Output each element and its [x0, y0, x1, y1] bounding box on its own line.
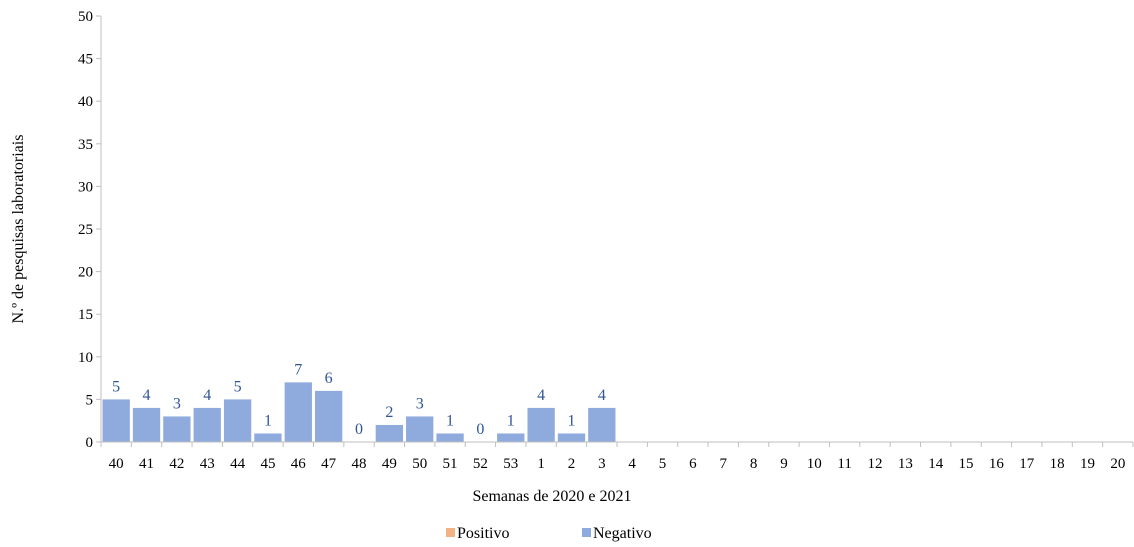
y-axis-title: N.º de pesquisas laboratoriais — [10, 135, 27, 324]
bar-negativo — [588, 407, 616, 442]
x-tick-label: 6 — [689, 456, 697, 472]
legend-label-negativo: Negativo — [593, 525, 652, 542]
y-tick-label: 10 — [78, 350, 93, 366]
bar-negativo — [557, 433, 586, 442]
y-tick-label: 45 — [78, 52, 93, 68]
x-tick-label: 5 — [659, 456, 667, 472]
x-tick-label: 48 — [352, 456, 367, 472]
y-tick-label: 30 — [78, 179, 93, 195]
x-tick-label: 3 — [598, 456, 606, 472]
data-label: 4 — [143, 387, 151, 404]
bar-negativo — [284, 382, 312, 442]
data-label: 1 — [264, 412, 272, 429]
x-tick-label: 19 — [1080, 456, 1095, 472]
y-tick-label: 20 — [78, 265, 93, 281]
x-tick-label: 13 — [898, 456, 913, 472]
bars — [102, 382, 616, 442]
x-tick-label: 4 — [628, 456, 636, 472]
y-axis-ticks: 0 5 10 15 20 25 30 35 40 45 50 — [78, 9, 101, 451]
legend-swatch-positivo — [446, 528, 455, 537]
legend-label-positivo: Positivo — [457, 525, 509, 542]
x-tick-label: 52 — [473, 456, 488, 472]
x-tick-label: 17 — [1019, 456, 1035, 472]
x-tick-label: 2 — [568, 456, 576, 472]
x-tick-label: 41 — [139, 456, 154, 472]
x-tick-label: 47 — [321, 456, 337, 472]
x-tick-label: 11 — [837, 456, 851, 472]
x-tick-label: 20 — [1110, 456, 1125, 472]
x-axis-title: Semanas de 2020 e 2021 — [472, 488, 631, 505]
bar-negativo — [254, 433, 282, 442]
x-tick-label: 49 — [382, 456, 397, 472]
x-tick-label: 46 — [291, 456, 307, 472]
x-tick-label: 7 — [719, 456, 727, 472]
data-labels: 5 4 3 4 5 1 7 6 0 2 3 1 0 1 4 1 4 — [112, 361, 606, 438]
legend: Positivo Negativo — [446, 525, 652, 542]
x-axis-ticks: 40 41 42 43 44 45 46 47 48 49 50 51 52 53 1 2 3 4 5 6 7 8 9 10 1… — [100, 442, 1134, 472]
x-tick-label: 45 — [260, 456, 275, 472]
x-tick-label: 9 — [780, 456, 788, 472]
data-label: 1 — [507, 412, 515, 429]
data-label: 4 — [203, 387, 211, 404]
legend-swatch-negativo — [582, 528, 591, 537]
x-tick-label: 42 — [169, 456, 184, 472]
data-label: 4 — [537, 387, 545, 404]
x-tick-label: 14 — [928, 456, 944, 472]
x-tick-label: 50 — [412, 456, 427, 472]
x-tick-label: 12 — [868, 456, 883, 472]
bar-negativo — [132, 407, 161, 442]
y-tick-label: 15 — [78, 307, 93, 323]
bar-negativo — [375, 424, 404, 442]
bar-negativo — [436, 433, 464, 442]
x-tick-label: 44 — [230, 456, 246, 472]
bar-negativo — [314, 390, 343, 442]
y-tick-label: 40 — [78, 94, 93, 110]
bar-negativo — [497, 433, 525, 442]
data-label: 2 — [385, 404, 393, 421]
data-label: 0 — [355, 421, 363, 438]
data-label: 1 — [567, 412, 575, 429]
data-label: 0 — [476, 421, 484, 438]
y-tick-label: 25 — [78, 222, 93, 238]
bar-negativo — [193, 407, 221, 442]
data-label: 4 — [598, 387, 606, 404]
data-label: 6 — [325, 370, 333, 387]
data-label: 5 — [234, 378, 242, 395]
bar-negativo — [406, 416, 434, 442]
x-tick-label: 15 — [959, 456, 974, 472]
y-tick-label: 5 — [86, 392, 94, 408]
data-label: 5 — [112, 378, 120, 395]
x-tick-label: 10 — [807, 456, 822, 472]
bar-negativo — [223, 399, 252, 442]
bar-negativo — [102, 399, 130, 442]
data-label: 3 — [173, 395, 181, 412]
x-tick-label: 51 — [443, 456, 458, 472]
y-tick-label: 0 — [86, 435, 94, 451]
x-tick-label: 1 — [537, 456, 545, 472]
y-tick-label: 35 — [78, 137, 93, 153]
x-tick-label: 18 — [1050, 456, 1065, 472]
bar-negativo — [527, 407, 555, 442]
data-label: 7 — [294, 361, 302, 378]
y-tick-label: 50 — [78, 9, 93, 25]
x-tick-label: 16 — [989, 456, 1005, 472]
bar-negativo — [163, 416, 191, 442]
data-label: 3 — [416, 395, 424, 412]
x-tick-label: 43 — [200, 456, 215, 472]
x-tick-label: 40 — [109, 456, 124, 472]
x-tick-label: 53 — [503, 456, 518, 472]
x-tick-label: 8 — [750, 456, 758, 472]
data-label: 1 — [446, 412, 454, 429]
